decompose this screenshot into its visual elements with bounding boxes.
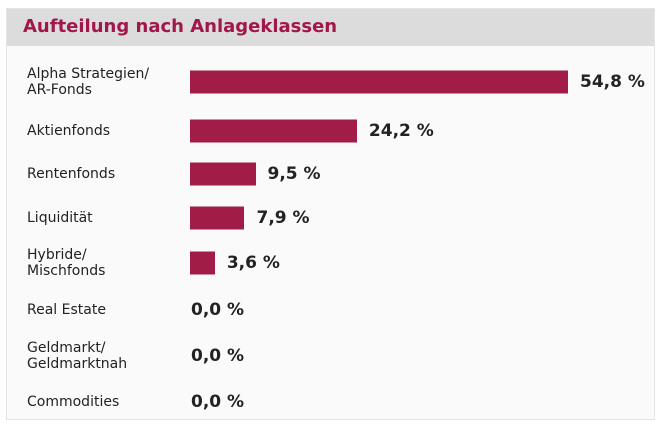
bar <box>190 70 568 94</box>
category-label: Alpha Strategien/ AR-Fonds <box>27 66 150 98</box>
value-label: 7,9 % <box>256 208 310 228</box>
category-label: Real Estate <box>27 302 106 318</box>
value-label: 3,6 % <box>226 253 280 273</box>
category-label: Commodities <box>27 394 120 410</box>
value-label: 24,2 % <box>368 121 434 141</box>
category-label: Hybride/ Mischfonds <box>27 247 106 279</box>
value-label: 9,5 % <box>267 164 321 184</box>
value-label: 0,0 % <box>191 346 245 366</box>
bar <box>190 251 215 275</box>
chart-title: Aufteilung nach Anlageklassen <box>23 16 338 37</box>
bar <box>190 119 357 143</box>
chart: Aufteilung nach Anlageklassen Alpha Stra… <box>6 8 655 420</box>
value-label: 0,0 % <box>191 300 245 320</box>
category-label: Geldmarkt/ Geldmarktnah <box>27 340 128 372</box>
bar <box>190 162 256 186</box>
category-label: Liquidität <box>27 210 93 226</box>
value-label: 54,8 % <box>580 72 645 92</box>
header-band: Aufteilung nach Anlageklassen <box>7 9 654 46</box>
category-label: Aktienfonds <box>27 123 111 139</box>
category-label: Rentenfonds <box>27 166 116 182</box>
value-label: 0,0 % <box>191 392 245 412</box>
bar <box>190 206 245 230</box>
